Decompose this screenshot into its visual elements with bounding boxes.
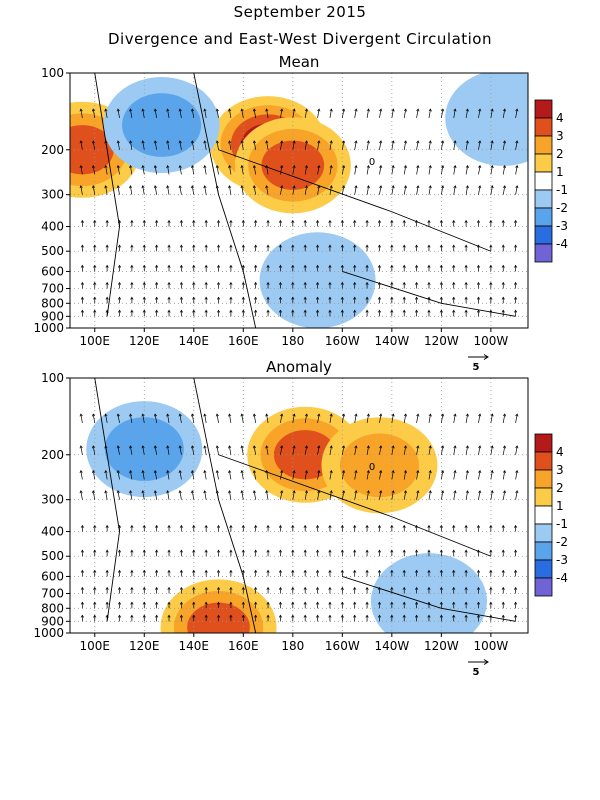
colorbar-label-1: 3 <box>556 463 564 477</box>
shade-convergence-2-level-2 <box>104 417 184 481</box>
x-tick-label-5: 160W <box>325 639 360 653</box>
x-tick-label-6: 140W <box>374 639 409 653</box>
plot-frame <box>69 377 529 634</box>
x-tick-label-8: 100W <box>473 334 508 348</box>
y-tick-label-4: 500 <box>41 549 64 563</box>
colorbar-label-2: 2 <box>556 481 564 495</box>
colorbar-swatch-4 <box>534 505 553 525</box>
x-tick-label-3: 160E <box>228 639 259 653</box>
plot-frame <box>69 72 529 329</box>
colorbar-swatch-3 <box>534 153 553 173</box>
y-tick-label-5: 600 <box>41 569 64 583</box>
y-tick-label-7: 800 <box>41 296 64 310</box>
panel-title: Anomaly <box>266 358 332 376</box>
y-tick-label-8: 900 <box>41 614 64 628</box>
x-tick-label-0: 100E <box>80 639 111 653</box>
y-tick-label-5: 600 <box>41 264 64 278</box>
colorbar-label-2: 2 <box>556 147 564 161</box>
colorbar-swatch-8 <box>534 577 553 597</box>
contour-label: 0 <box>369 462 375 473</box>
colorbar-swatch-1 <box>534 451 553 471</box>
x-tick-label-1: 120E <box>129 639 160 653</box>
shade-convergence-3-level-1 <box>370 553 487 633</box>
y-tick-label-0: 100 <box>41 66 64 80</box>
y-tick-label-1: 200 <box>41 143 64 157</box>
colorbar-label-3: 1 <box>556 165 564 179</box>
colorbar-swatch-4 <box>534 171 553 191</box>
colorbar-label-7: -4 <box>556 571 568 585</box>
x-tick-label-7: 120W <box>424 334 459 348</box>
colorbar-swatch-8 <box>534 243 553 263</box>
y-tick-label-2: 300 <box>41 188 64 202</box>
x-tick-label-8: 100W <box>473 639 508 653</box>
zero-contours: 0 <box>94 73 516 328</box>
y-tick-label-1: 200 <box>41 448 64 462</box>
x-tick-label-0: 100E <box>80 334 111 348</box>
y-tick-label-2: 300 <box>41 493 64 507</box>
reference-vector-label: 5 <box>473 362 480 373</box>
zero-contours: 0 <box>94 378 516 633</box>
colorbar-swatch-1 <box>534 117 553 137</box>
colorbar-swatch-5 <box>534 189 553 209</box>
vector-field <box>79 108 519 317</box>
x-tick-label-1: 120E <box>129 334 160 348</box>
y-tick-label-3: 400 <box>41 220 64 234</box>
colorbar-swatch-0 <box>534 433 553 453</box>
panel-title: Mean <box>279 53 320 71</box>
x-tick-label-5: 160W <box>325 334 360 348</box>
colorbar-label-5: -2 <box>556 201 568 215</box>
colorbar-label-4: -1 <box>556 517 568 531</box>
y-tick-label-9: 1000 <box>33 321 64 335</box>
colorbar-swatch-7 <box>534 559 553 579</box>
colorbar-swatch-2 <box>534 135 553 155</box>
colorbar-label-6: -3 <box>556 219 568 233</box>
shade-convergence-5-level-1 <box>259 232 376 328</box>
colorbar: 4 3 2 1 -1 -2 -3 -4 <box>534 433 568 597</box>
chart-title-variable: Divergence and East-West Divergent Circu… <box>108 30 492 48</box>
y-tick-label-9: 1000 <box>33 626 64 640</box>
colorbar-swatch-0 <box>534 99 553 119</box>
y-tick-label-6: 700 <box>41 587 64 601</box>
vector-field <box>79 413 519 622</box>
colorbar-label-6: -3 <box>556 553 568 567</box>
x-tick-label-3: 160E <box>228 334 259 348</box>
colorbar-swatch-3 <box>534 487 553 507</box>
colorbar-swatch-2 <box>534 469 553 489</box>
colorbar-label-3: 1 <box>556 499 564 513</box>
y-tick-label-4: 500 <box>41 244 64 258</box>
shade-divergence-1-level-2 <box>339 433 419 498</box>
reference-vector-label: 5 <box>473 667 480 678</box>
x-tick-label-4: 180 <box>281 334 304 348</box>
shade-divergence-2-level-3 <box>70 125 114 175</box>
colorbar-label-0: 4 <box>556 111 564 125</box>
x-tick-label-6: 140W <box>374 334 409 348</box>
x-tick-label-2: 140E <box>179 639 210 653</box>
colorbar-swatch-5 <box>534 523 553 543</box>
colorbar-label-0: 4 <box>556 445 564 459</box>
colorbar-swatch-6 <box>534 207 553 227</box>
y-tick-label-6: 700 <box>41 282 64 296</box>
y-tick-label-8: 900 <box>41 309 64 323</box>
contour-label: 0 <box>369 157 375 168</box>
colorbar-swatch-6 <box>534 541 553 561</box>
y-tick-label-0: 100 <box>41 371 64 385</box>
colorbar-label-1: 3 <box>556 129 564 143</box>
chart-title-month: September 2015 <box>233 3 367 21</box>
x-tick-label-4: 180 <box>281 639 304 653</box>
shade-divergence-0-level-3 <box>273 430 337 480</box>
colorbar: 4 3 2 1 -1 -2 -3 -4 <box>534 99 568 263</box>
colorbar-label-4: -1 <box>556 183 568 197</box>
colorbar-label-5: -2 <box>556 535 568 549</box>
x-tick-label-7: 120W <box>424 639 459 653</box>
colorbar-label-7: -4 <box>556 237 568 251</box>
x-tick-label-2: 140E <box>179 334 210 348</box>
shade-convergence-3-level-2 <box>122 93 202 157</box>
y-tick-label-7: 800 <box>41 601 64 615</box>
y-tick-label-3: 400 <box>41 525 64 539</box>
colorbar-swatch-7 <box>534 225 553 245</box>
